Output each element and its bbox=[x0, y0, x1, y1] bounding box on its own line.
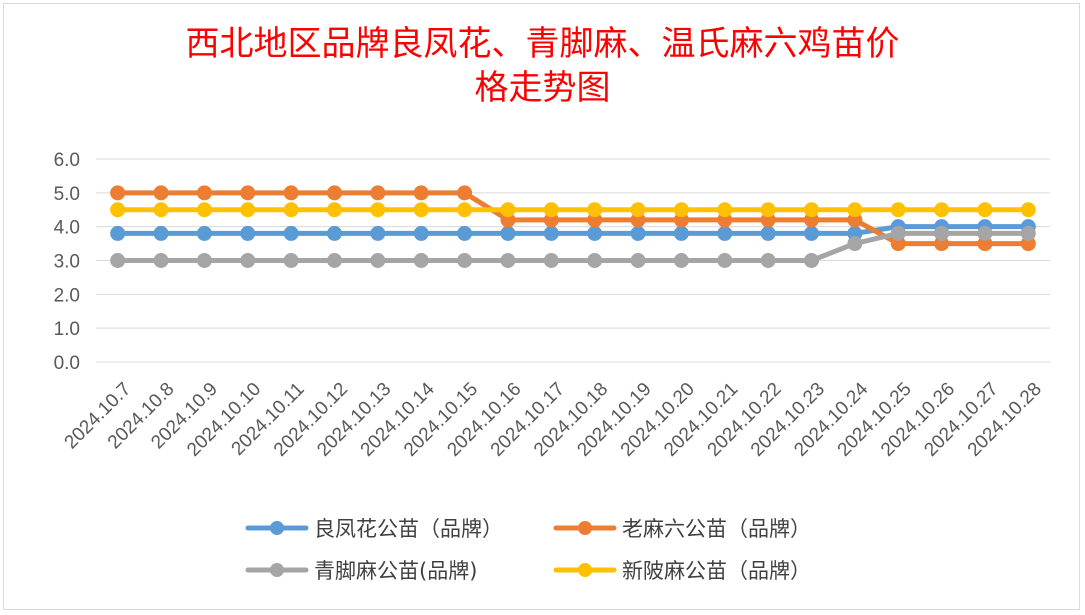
data-point bbox=[760, 253, 776, 268]
data-point bbox=[587, 225, 603, 241]
data-point bbox=[630, 225, 646, 241]
data-point bbox=[110, 202, 126, 218]
data-point bbox=[673, 202, 689, 218]
legend-label: 新陂麻公苗（品牌） bbox=[622, 559, 811, 583]
data-point bbox=[543, 253, 559, 268]
chart-title-line-2: 格走势图 bbox=[474, 68, 611, 108]
data-point bbox=[543, 202, 559, 218]
data-point bbox=[760, 225, 776, 241]
data-point bbox=[1020, 202, 1036, 218]
data-point bbox=[196, 225, 212, 241]
data-point bbox=[1020, 225, 1036, 241]
data-point bbox=[370, 225, 386, 241]
data-point bbox=[847, 202, 863, 218]
data-point bbox=[327, 185, 342, 201]
data-point bbox=[630, 202, 646, 218]
data-point bbox=[717, 253, 733, 268]
data-point bbox=[457, 185, 473, 201]
data-point bbox=[673, 253, 689, 268]
data-point bbox=[413, 185, 429, 201]
data-point bbox=[457, 202, 473, 218]
y-tick-label: 2.0 bbox=[54, 285, 80, 306]
data-point bbox=[717, 202, 733, 218]
data-point bbox=[283, 202, 299, 218]
data-point bbox=[413, 202, 429, 218]
data-point bbox=[370, 185, 386, 201]
data-point bbox=[890, 202, 906, 218]
chart-title: 西北地区品牌良凤花、青脚麻、温氏麻六鸡苗价 格走势图 bbox=[0, 22, 1085, 110]
data-point bbox=[153, 185, 169, 201]
legend-marker bbox=[270, 563, 284, 577]
data-point bbox=[457, 225, 473, 241]
data-point bbox=[240, 202, 256, 218]
data-point bbox=[153, 202, 169, 218]
data-point bbox=[543, 225, 559, 241]
y-tick-label: 3.0 bbox=[54, 252, 80, 273]
data-point bbox=[370, 202, 386, 218]
data-point bbox=[847, 236, 863, 252]
data-point bbox=[327, 202, 342, 218]
data-point bbox=[804, 253, 819, 268]
legend-marker bbox=[578, 521, 592, 535]
legend-label: 老麻六公苗（品牌） bbox=[622, 517, 811, 541]
data-point bbox=[153, 253, 169, 268]
data-point bbox=[630, 253, 646, 268]
legend-marker bbox=[270, 521, 284, 535]
data-point bbox=[587, 202, 603, 218]
data-point bbox=[587, 253, 603, 268]
series-line bbox=[115, 230, 1031, 263]
data-point bbox=[196, 202, 212, 218]
data-point bbox=[153, 225, 169, 241]
data-point bbox=[110, 225, 126, 241]
y-tick-label: 0.0 bbox=[54, 353, 80, 374]
data-point bbox=[413, 253, 429, 268]
data-point bbox=[457, 253, 473, 268]
y-tick-label: 1.0 bbox=[54, 319, 80, 340]
data-point bbox=[370, 253, 386, 268]
data-point bbox=[890, 225, 906, 241]
y-tick-label: 4.0 bbox=[54, 218, 80, 239]
data-point bbox=[934, 225, 950, 241]
data-point bbox=[500, 253, 516, 268]
y-tick-label: 6.0 bbox=[54, 150, 80, 171]
data-point bbox=[413, 225, 429, 241]
chart-frame bbox=[3, 3, 1080, 610]
data-point bbox=[110, 253, 126, 268]
data-point bbox=[327, 253, 342, 268]
data-point bbox=[110, 185, 126, 201]
data-point bbox=[240, 185, 256, 201]
data-point bbox=[717, 225, 733, 241]
data-point bbox=[977, 202, 993, 218]
data-point bbox=[804, 202, 819, 218]
chart-title-line-1: 西北地区品牌良凤花、青脚麻、温氏麻六鸡苗价 bbox=[185, 24, 900, 64]
data-point bbox=[283, 253, 299, 268]
data-point bbox=[977, 225, 993, 241]
data-point bbox=[934, 202, 950, 218]
data-point bbox=[804, 225, 819, 241]
data-point bbox=[283, 185, 299, 201]
data-point bbox=[283, 225, 299, 241]
legend-marker bbox=[578, 563, 592, 577]
data-point bbox=[196, 253, 212, 268]
data-point bbox=[327, 225, 342, 241]
data-point bbox=[500, 202, 516, 218]
data-point bbox=[760, 202, 776, 218]
data-point bbox=[240, 253, 256, 268]
y-tick-label: 5.0 bbox=[54, 184, 80, 205]
legend-label: 良凤花公苗（品牌） bbox=[314, 517, 503, 541]
data-point bbox=[196, 185, 212, 201]
data-point bbox=[240, 225, 256, 241]
data-point bbox=[673, 225, 689, 241]
legend-label: 青脚麻公苗(品牌) bbox=[314, 559, 477, 583]
series-line bbox=[115, 190, 1031, 247]
data-point bbox=[500, 225, 516, 241]
